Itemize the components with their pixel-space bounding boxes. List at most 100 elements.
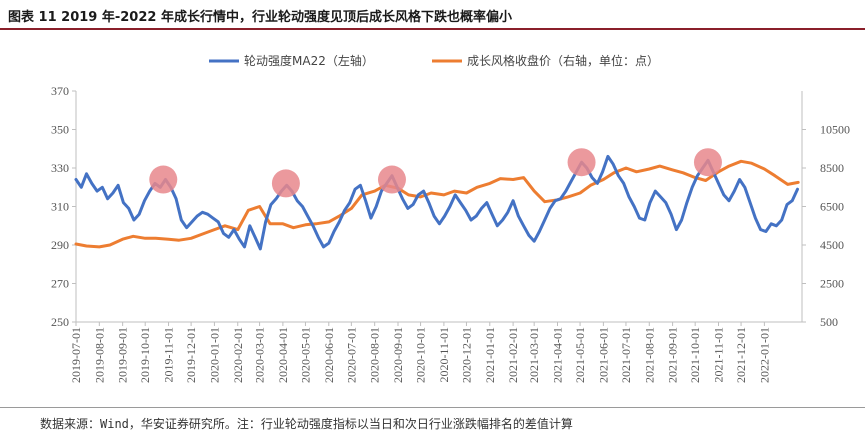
growth-point bbox=[649, 168, 650, 169]
growth-point bbox=[315, 223, 316, 224]
rotation-point bbox=[318, 237, 319, 238]
rotation-point bbox=[718, 183, 719, 184]
rotation-point bbox=[344, 210, 345, 211]
rotation-point bbox=[565, 191, 566, 192]
rotation-point bbox=[723, 194, 724, 195]
rotation-point bbox=[549, 208, 550, 209]
rotation-point bbox=[402, 198, 403, 199]
dual-axis-line-chart: 轮动强度MA22（左轴） 成长风格收盘价（右轴，单位：点） 250 270 290 3… bbox=[51, 53, 850, 383]
x-tick-label: 2022-01-01 bbox=[757, 327, 771, 383]
rotation-point bbox=[302, 206, 303, 207]
growth-point bbox=[179, 240, 180, 241]
rotation-point bbox=[534, 241, 535, 242]
growth-point bbox=[500, 178, 501, 179]
rotation-point bbox=[244, 246, 245, 247]
rotation-point bbox=[491, 214, 492, 215]
rotation-point bbox=[202, 212, 203, 213]
growth-close-line bbox=[74, 159, 800, 249]
rotation-point bbox=[602, 171, 603, 172]
growth-point bbox=[590, 185, 591, 186]
growth-point bbox=[580, 192, 581, 193]
x-tick-label: 2021-02-01 bbox=[506, 327, 520, 383]
growth-point bbox=[625, 167, 626, 168]
rotation-point bbox=[649, 202, 650, 203]
x-tick-label: 2020-12-01 bbox=[459, 327, 473, 383]
rotation-intensity-line bbox=[74, 154, 799, 251]
x-tick-label: 2021-01-01 bbox=[483, 327, 497, 383]
rotation-point bbox=[460, 202, 461, 203]
growth-point bbox=[613, 172, 614, 173]
rotation-point bbox=[428, 202, 429, 203]
x-tick-label: 2021-09-01 bbox=[666, 327, 680, 383]
growth-point bbox=[741, 161, 742, 162]
x-tick-label: 2021-08-01 bbox=[642, 327, 656, 383]
rotation-point bbox=[176, 198, 177, 199]
growth-point bbox=[293, 227, 294, 228]
rotation-point bbox=[655, 191, 656, 192]
rotation-point bbox=[618, 175, 619, 176]
growth-point bbox=[168, 239, 169, 240]
rotation-point bbox=[481, 208, 482, 209]
rotation-point bbox=[118, 185, 119, 186]
right-tick-label: 500 bbox=[820, 315, 838, 329]
growth-point bbox=[145, 238, 146, 239]
rotation-point bbox=[186, 227, 187, 228]
rotation-point bbox=[760, 229, 761, 230]
growth-point bbox=[523, 177, 524, 178]
rotation-point bbox=[697, 175, 698, 176]
rotation-point bbox=[755, 218, 756, 219]
rotation-point bbox=[260, 248, 261, 249]
growth-point bbox=[351, 208, 352, 209]
rotation-point bbox=[139, 214, 140, 215]
rotation-point bbox=[539, 231, 540, 232]
growth-point bbox=[603, 179, 604, 180]
left-tick-label: 310 bbox=[51, 200, 69, 214]
growth-point bbox=[774, 175, 775, 176]
rotation-point bbox=[191, 221, 192, 222]
x-tick-label: 2020-02-01 bbox=[231, 327, 245, 383]
rotation-point bbox=[418, 194, 419, 195]
rotation-point bbox=[781, 219, 782, 220]
growth-point bbox=[476, 187, 477, 188]
rotation-point bbox=[412, 204, 413, 205]
growth-point bbox=[787, 184, 788, 185]
x-tick-label: 2021-06-01 bbox=[596, 327, 610, 383]
series-layer bbox=[74, 154, 800, 251]
rotation-point bbox=[107, 198, 108, 199]
rotation-point bbox=[734, 191, 735, 192]
growth-point bbox=[248, 210, 249, 211]
rotation-point bbox=[439, 223, 440, 224]
rotation-point bbox=[133, 219, 134, 220]
growth-point bbox=[659, 166, 660, 167]
rotation-point bbox=[449, 206, 450, 207]
rotation-point bbox=[792, 200, 793, 201]
x-tick-label: 2021-04-01 bbox=[550, 327, 564, 383]
rotation-point bbox=[270, 204, 271, 205]
x-tick-label: 2020-09-01 bbox=[391, 327, 405, 383]
rotation-point bbox=[86, 173, 87, 174]
x-tick-label: 2019-10-01 bbox=[138, 327, 152, 383]
rotation-point bbox=[144, 200, 145, 201]
rotation-point bbox=[249, 225, 250, 226]
rotation-point bbox=[607, 156, 608, 157]
peak-highlight-marker bbox=[693, 148, 722, 177]
rotation-point bbox=[228, 237, 229, 238]
rotation-point bbox=[507, 212, 508, 213]
rotation-point bbox=[613, 164, 614, 165]
x-tick-label: 2021-03-01 bbox=[527, 327, 541, 383]
rotation-point bbox=[370, 218, 371, 219]
rotation-point bbox=[444, 216, 445, 217]
x-tick-label: 2020-07-01 bbox=[344, 327, 358, 383]
x-tick-label: 2019-09-01 bbox=[116, 327, 130, 383]
growth-point bbox=[374, 191, 375, 192]
x-tick-label: 2020-01-01 bbox=[207, 327, 221, 383]
rotation-point bbox=[502, 219, 503, 220]
axes bbox=[75, 91, 803, 323]
x-tick-label: 2020-11-01 bbox=[437, 327, 451, 383]
growth-point bbox=[270, 223, 271, 224]
x-tick-label: 2020-05-01 bbox=[298, 327, 312, 383]
rotation-point bbox=[776, 225, 777, 226]
rotation-point bbox=[97, 191, 98, 192]
peak-highlight-marker bbox=[377, 165, 406, 194]
left-tick-label: 350 bbox=[51, 123, 69, 137]
